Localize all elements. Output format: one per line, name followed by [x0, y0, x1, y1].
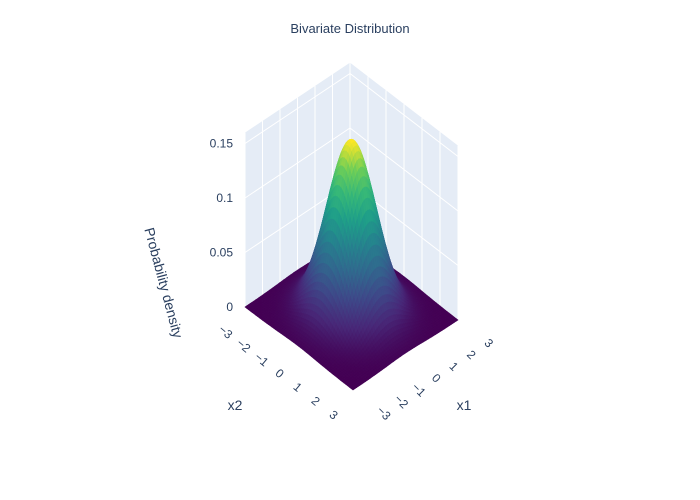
x-axis-title: x1	[457, 397, 472, 413]
x1-tick-label: 3	[482, 336, 497, 351]
x1-tick-label: 1	[447, 359, 462, 374]
z-tick-label: 0.05	[210, 246, 234, 260]
x2-tick-label: −2	[234, 336, 254, 356]
x1-tick-label: −1	[409, 380, 429, 400]
chart-title: Bivariate Distribution	[290, 21, 410, 36]
z-tick-label: 0.15	[210, 137, 234, 151]
density-surface	[244, 138, 459, 391]
z-axis-title: Probability density	[141, 226, 186, 340]
x1-tick-label: 2	[464, 348, 479, 363]
grid-line	[349, 73, 459, 157]
z-tick-label: 0	[226, 300, 233, 314]
x2-tick-label: 2	[309, 394, 323, 409]
x2-tick-label: −3	[216, 322, 236, 342]
x1-tick-label: 0	[429, 371, 444, 386]
x2-tick-label: 3	[327, 407, 341, 422]
x2-tick-label: −1	[252, 350, 272, 370]
surface-patch	[350, 387, 356, 391]
z-tick-label: 0.1	[216, 191, 233, 205]
grid-line	[349, 127, 459, 212]
x1-tick-label: −2	[392, 392, 412, 412]
x2-tick-label: 1	[291, 380, 305, 395]
grid-line	[244, 73, 351, 144]
x2-tick-label: 0	[273, 366, 287, 381]
grid-line	[244, 127, 351, 199]
y-axis-title: x2	[228, 397, 243, 413]
x1-tick-label: −3	[374, 403, 394, 423]
